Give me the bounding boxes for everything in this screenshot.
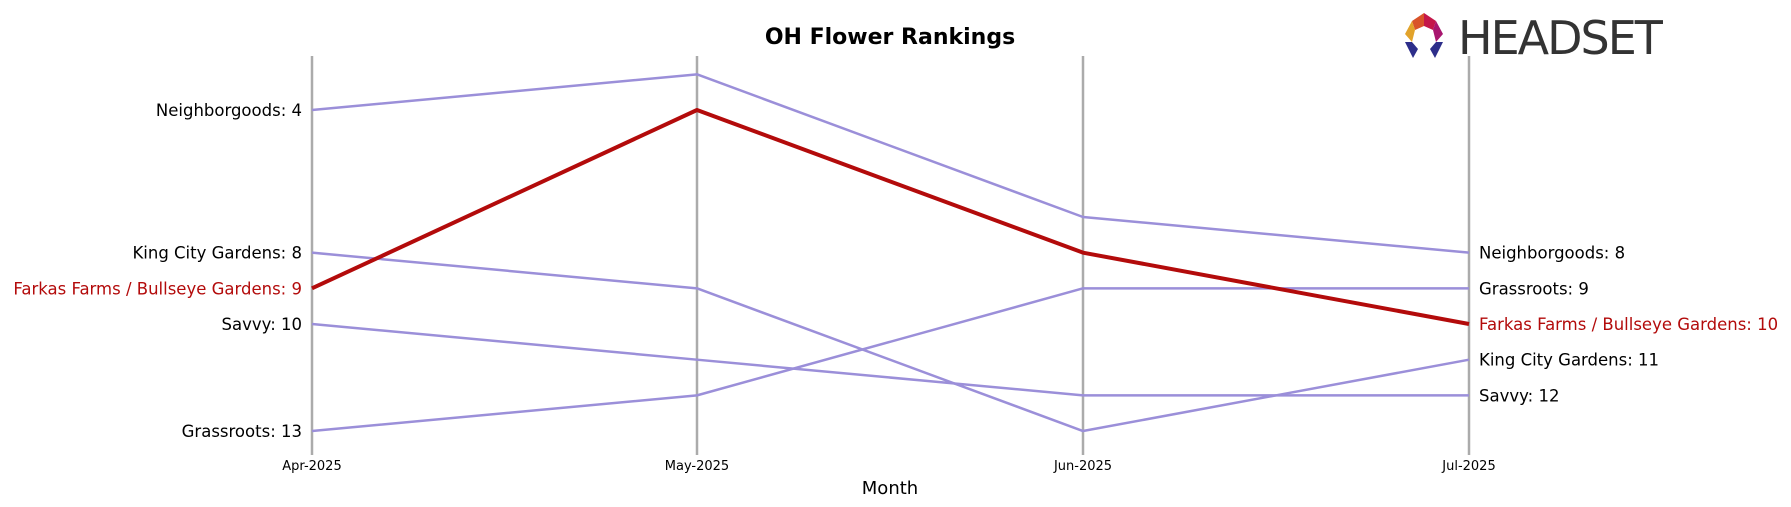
start-label: Grassroots: 13 xyxy=(182,422,302,441)
headset-logo: HEADSET xyxy=(1405,11,1666,65)
end-label: Farkas Farms / Bullseye Gardens: 10 xyxy=(1479,315,1778,334)
logo-wordmark: HEADSET xyxy=(1458,11,1664,65)
series-line-neighborgoods xyxy=(311,73,1470,254)
end-label: Grassroots: 9 xyxy=(1479,279,1589,298)
start-label: Neighborgoods: 4 xyxy=(156,101,302,120)
x-tick-label: Jun-2025 xyxy=(1053,459,1112,474)
logo-segment-5 xyxy=(1405,42,1418,58)
series-line-savvy xyxy=(311,322,1469,397)
x-tick-label: May-2025 xyxy=(665,459,729,474)
x-tick-label: Jul-2025 xyxy=(1441,459,1495,474)
start-label: Savvy: 10 xyxy=(222,315,302,334)
logo-segment-2 xyxy=(1412,13,1424,30)
start-label: King City Gardens: 8 xyxy=(132,244,302,263)
logo-segment-1 xyxy=(1424,13,1436,30)
logo-segment-3 xyxy=(1405,21,1415,42)
logo-segment-4 xyxy=(1433,21,1443,42)
end-label: Savvy: 12 xyxy=(1479,386,1559,405)
start-rank-labels: Neighborgoods: 4 King City Gardens: 8 Fark… xyxy=(13,101,302,441)
month-axis-lines xyxy=(310,56,1471,455)
series-lines xyxy=(311,73,1470,433)
chart-title: OH Flower Rankings xyxy=(765,25,1015,50)
end-rank-labels: Neighborgoods: 8 Grassroots: 9 Farkas Farm… xyxy=(1479,244,1778,406)
x-tick-labels: Apr-2025 May-2025 Jun-2025 Jul-2025 xyxy=(282,459,1495,474)
end-label: King City Gardens: 11 xyxy=(1479,351,1659,370)
start-label: Farkas Farms / Bullseye Gardens: 9 xyxy=(13,279,302,298)
x-tick-label: Apr-2025 xyxy=(282,459,341,474)
end-label: Neighborgoods: 8 xyxy=(1479,244,1625,263)
series-line-farkas-farms-bullseye-gardens xyxy=(311,108,1470,326)
headset-logo-icon xyxy=(1405,13,1443,58)
x-axis-label: Month xyxy=(862,478,918,499)
logo-segment-6 xyxy=(1430,42,1443,58)
